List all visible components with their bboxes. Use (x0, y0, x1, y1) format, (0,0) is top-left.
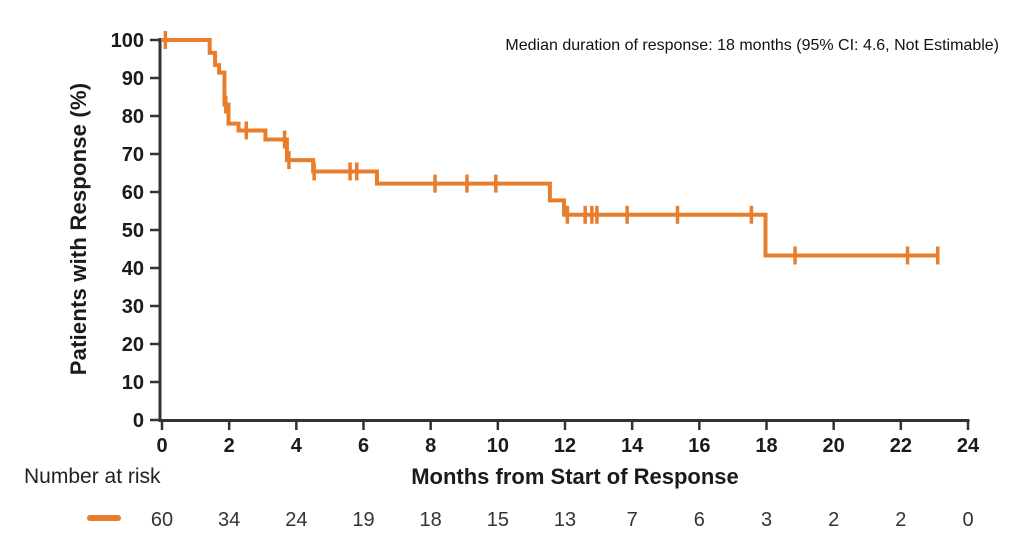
risk-count: 15 (487, 509, 509, 531)
risk-count: 24 (285, 509, 307, 531)
y-tick-label: 90 (122, 68, 144, 90)
y-tick-label: 0 (133, 410, 144, 432)
x-tick-label: 14 (621, 435, 644, 457)
number-at-risk-label: Number at risk (24, 465, 161, 488)
y-tick-label: 10 (122, 372, 144, 394)
y-tick-label: 80 (122, 106, 144, 128)
median-annotation: Median duration of response: 18 months (… (505, 37, 999, 54)
km-curve (162, 38, 940, 258)
risk-count: 2 (828, 509, 839, 531)
risk-count: 60 (151, 509, 173, 531)
x-tick-label: 2 (224, 435, 235, 457)
risk-count: 19 (352, 509, 374, 531)
x-tick-label: 10 (487, 435, 509, 457)
y-tick-label: 40 (122, 258, 144, 280)
risk-count: 18 (420, 509, 442, 531)
x-tick-label: 0 (156, 435, 167, 457)
risk-count: 2 (895, 509, 906, 531)
x-tick-label: 16 (688, 435, 710, 457)
x-tick-label: 24 (957, 435, 980, 457)
x-tick-label: 8 (425, 435, 436, 457)
risk-count: 13 (554, 509, 576, 531)
y-axis-title: Patients with Response (%) (66, 82, 91, 376)
y-tick-label: 70 (122, 144, 144, 166)
risk-count: 3 (761, 509, 772, 531)
y-tick-label: 30 (122, 296, 144, 318)
x-tick-label: 4 (291, 435, 303, 457)
x-tick-label: 22 (890, 435, 912, 457)
y-tick-label: 100 (111, 30, 144, 52)
risk-count: 7 (627, 509, 638, 531)
x-axis-title: Months from Start of Response (411, 464, 739, 489)
y-tick-label: 60 (122, 182, 144, 204)
risk-count: 34 (218, 509, 240, 531)
risk-count: 0 (962, 509, 973, 531)
x-tick-label: 12 (554, 435, 576, 457)
y-tick-label: 20 (122, 334, 144, 356)
x-tick-label: 18 (755, 435, 777, 457)
risk-count: 6 (694, 509, 705, 531)
x-tick-label: 20 (823, 435, 845, 457)
y-tick-label: 50 (122, 220, 144, 242)
x-tick-label: 6 (358, 435, 369, 457)
